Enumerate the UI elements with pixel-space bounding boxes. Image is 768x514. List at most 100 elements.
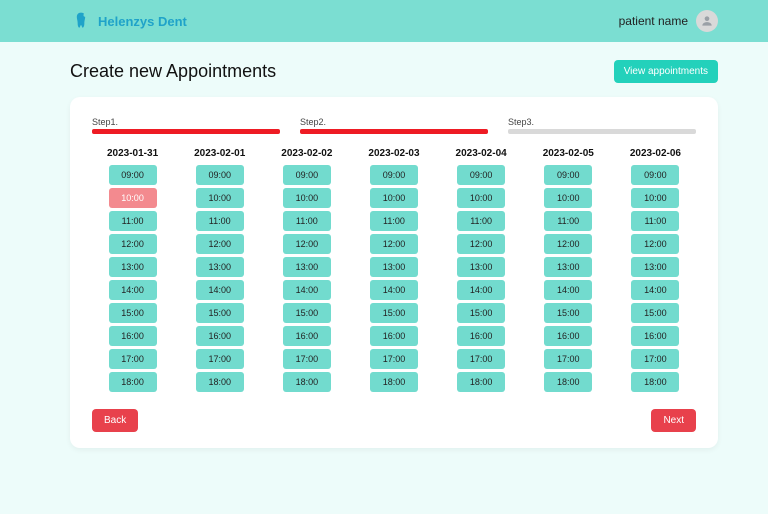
day-column: 2023-02-0209:0010:0011:0012:0013:0014:00… bbox=[266, 148, 347, 395]
time-slot[interactable]: 16:00 bbox=[544, 326, 592, 346]
stepper: Step1. Step2. Step3. bbox=[92, 117, 696, 134]
day-column: 2023-02-05 09:00 10:00 11:00 12:00 13:00 14:00… bbox=[528, 148, 609, 395]
time-slot[interactable]: 16:00 bbox=[196, 326, 244, 346]
time-slot[interactable]: 15:00 bbox=[283, 303, 331, 323]
time-slot[interactable]: 17:00 bbox=[457, 349, 505, 369]
time-slot[interactable]: 14:00 bbox=[283, 280, 331, 300]
time-slot[interactable]: 18:00 bbox=[544, 372, 592, 392]
time-slot[interactable]: 10:00 bbox=[631, 188, 679, 208]
time-slot[interactable]: 12:00 bbox=[196, 234, 244, 254]
back-button[interactable]: Back bbox=[92, 409, 138, 432]
time-slot[interactable]: 11:00 bbox=[196, 211, 244, 231]
avatar-icon bbox=[696, 10, 718, 32]
time-slot[interactable]: 14:00 bbox=[109, 280, 157, 300]
day-header: 2023-02-01 bbox=[194, 148, 245, 159]
step-2: Step2. bbox=[300, 117, 488, 134]
time-slot[interactable]: 17:00 bbox=[196, 349, 244, 369]
time-slot[interactable]: 18:00 bbox=[631, 372, 679, 392]
time-slot[interactable]: 18:00 bbox=[370, 372, 418, 392]
time-slot[interactable]: 17:00 bbox=[631, 349, 679, 369]
time-slot[interactable]: 10:00 bbox=[544, 188, 592, 208]
tooth-logo-icon bbox=[70, 10, 92, 32]
day-header: 2023-02-04 bbox=[456, 148, 507, 159]
time-slot[interactable]: 14:00 bbox=[196, 280, 244, 300]
time-slot[interactable]: 12:00 bbox=[370, 234, 418, 254]
day-header: 2023-02-06 bbox=[630, 148, 681, 159]
time-slot[interactable]: 09:00 bbox=[370, 165, 418, 185]
time-slot[interactable]: 13:00 bbox=[196, 257, 244, 277]
page-title: Create new Appointments bbox=[70, 61, 276, 82]
time-slot[interactable]: 10:00 bbox=[283, 188, 331, 208]
time-slot[interactable]: 12:00 bbox=[457, 234, 505, 254]
time-slot[interactable]: 15:00 bbox=[196, 303, 244, 323]
time-slot[interactable]: 11:00 bbox=[370, 211, 418, 231]
time-slot[interactable]: 15:00 bbox=[544, 303, 592, 323]
time-slot[interactable]: 16:00 bbox=[631, 326, 679, 346]
time-slot[interactable]: 15:00 bbox=[370, 303, 418, 323]
time-slot[interactable]: 16:00 bbox=[370, 326, 418, 346]
time-slot[interactable]: 15:00 bbox=[631, 303, 679, 323]
time-slot[interactable]: 12:00 bbox=[109, 234, 157, 254]
time-slot[interactable]: 14:00 bbox=[370, 280, 418, 300]
time-slot[interactable]: 11:00 bbox=[544, 211, 592, 231]
time-slot[interactable]: 17:00 bbox=[109, 349, 157, 369]
time-slot[interactable]: 13:00 bbox=[631, 257, 679, 277]
time-slot[interactable]: 17:00 bbox=[283, 349, 331, 369]
day-column: 2023-02-06 09:00 10:00 11:00 12:00 13:00 14:00… bbox=[615, 148, 696, 395]
brand-name: Helenzys Dent bbox=[98, 14, 187, 29]
day-column: 2023-02-01 09:00 10:00 11:00 12:00 13:00 14:00… bbox=[179, 148, 260, 395]
time-slot[interactable]: 10:00 bbox=[457, 188, 505, 208]
time-slot[interactable]: 09:00 bbox=[196, 165, 244, 185]
time-slot[interactable]: 09:00 bbox=[631, 165, 679, 185]
time-slot[interactable]: 17:00 bbox=[370, 349, 418, 369]
time-slot[interactable]: 18:00 bbox=[109, 372, 157, 392]
step-label: Step1. bbox=[92, 117, 280, 127]
step-label: Step3. bbox=[508, 117, 696, 127]
appointment-card: Step1. Step2. Step3. 2023-01-31 09:00 10:00 1… bbox=[70, 97, 718, 448]
time-slot[interactable]: 11:00 bbox=[631, 211, 679, 231]
time-slot[interactable]: 15:00 bbox=[457, 303, 505, 323]
time-slot[interactable]: 16:00 bbox=[283, 326, 331, 346]
time-slot[interactable]: 09:00 bbox=[457, 165, 505, 185]
day-header: 2023-02-05 bbox=[543, 148, 594, 159]
time-slot[interactable]: 11:00 bbox=[283, 211, 331, 231]
time-slot[interactable]: 11:00 bbox=[457, 211, 505, 231]
time-slot[interactable]: 13:00 bbox=[544, 257, 592, 277]
time-slot[interactable]: 09:00 bbox=[109, 165, 157, 185]
time-slot[interactable]: 09:00 bbox=[544, 165, 592, 185]
next-button[interactable]: Next bbox=[651, 409, 696, 432]
time-slot[interactable]: 12:00 bbox=[631, 234, 679, 254]
time-slot[interactable]: 18:00 bbox=[457, 372, 505, 392]
day-header: 2023-01-31 bbox=[107, 148, 158, 159]
time-slot[interactable]: 13:00 bbox=[370, 257, 418, 277]
page-header: Create new Appointments View appointment… bbox=[70, 60, 718, 83]
view-appointments-button[interactable]: View appointments bbox=[614, 60, 718, 83]
time-slot[interactable]: 16:00 bbox=[109, 326, 157, 346]
step-label: Step2. bbox=[300, 117, 488, 127]
time-slot[interactable]: 14:00 bbox=[544, 280, 592, 300]
time-slot[interactable]: 10:00 bbox=[196, 188, 244, 208]
time-slot[interactable]: 12:00 bbox=[283, 234, 331, 254]
time-slot[interactable]: 17:00 bbox=[544, 349, 592, 369]
time-slot[interactable]: 15:00 bbox=[109, 303, 157, 323]
time-slot[interactable]: 18:00 bbox=[283, 372, 331, 392]
time-slot[interactable]: 13:00 bbox=[457, 257, 505, 277]
step-bar bbox=[300, 129, 488, 134]
time-slot[interactable]: 13:00 bbox=[109, 257, 157, 277]
time-slot[interactable]: 14:00 bbox=[457, 280, 505, 300]
time-slot[interactable]: 12:00 bbox=[544, 234, 592, 254]
time-slot[interactable]: 14:00 bbox=[631, 280, 679, 300]
brand[interactable]: Helenzys Dent bbox=[70, 10, 187, 32]
time-slot[interactable]: 10:00 bbox=[109, 188, 157, 208]
user-area[interactable]: patient name bbox=[619, 10, 718, 32]
time-slot[interactable]: 13:00 bbox=[283, 257, 331, 277]
time-slot[interactable]: 10:00 bbox=[370, 188, 418, 208]
time-slot[interactable]: 09:00 bbox=[283, 165, 331, 185]
day-column: 2023-01-31 09:00 10:00 11:00 12:00 13:00 14:00… bbox=[92, 148, 173, 395]
time-slot[interactable]: 16:00 bbox=[457, 326, 505, 346]
card-footer: Back Next bbox=[92, 409, 696, 432]
time-slot[interactable]: 18:00 bbox=[196, 372, 244, 392]
step-bar bbox=[92, 129, 280, 134]
time-slot[interactable]: 11:00 bbox=[109, 211, 157, 231]
page-content: Create new Appointments View appointment… bbox=[0, 42, 768, 448]
